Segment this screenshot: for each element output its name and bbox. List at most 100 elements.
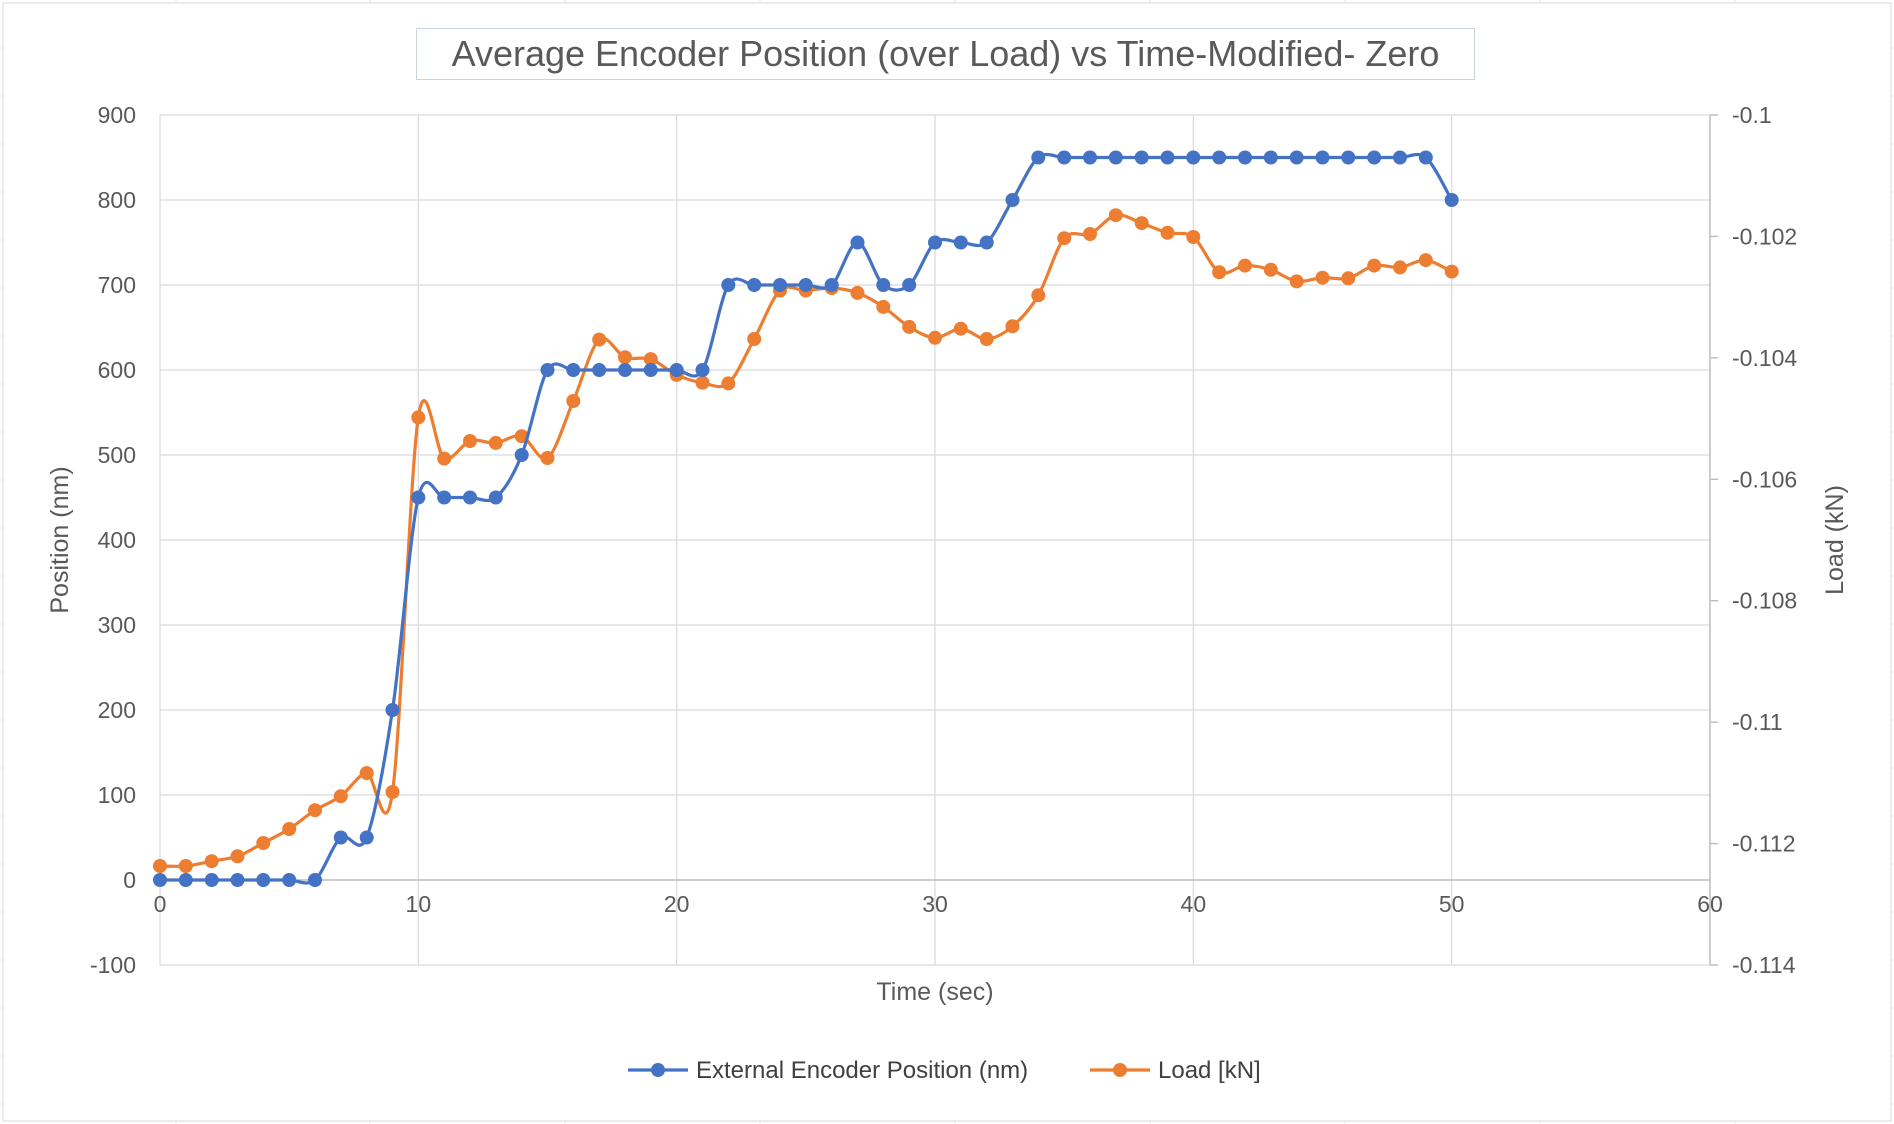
x-tick-label: 40 — [1181, 891, 1207, 917]
data-point — [902, 319, 917, 334]
data-point — [282, 873, 297, 887]
y2-tick-label: -0.106 — [1732, 466, 1797, 492]
data-point — [953, 235, 968, 250]
y-tick-label: 500 — [98, 442, 136, 468]
data-point — [902, 278, 917, 292]
y-tick-label: 100 — [98, 782, 136, 808]
data-point — [566, 363, 581, 377]
data-point — [618, 363, 632, 377]
y-axis-label: Position (nm) — [46, 466, 74, 613]
data-point — [979, 235, 994, 250]
data-point — [437, 451, 452, 466]
y2-tick-label: -0.104 — [1732, 345, 1797, 371]
data-point — [1160, 150, 1175, 165]
data-point — [153, 859, 167, 873]
y-tick-label: 300 — [98, 612, 136, 638]
y2-tick-label: -0.102 — [1732, 223, 1797, 249]
data-point — [1083, 227, 1097, 241]
data-point — [385, 703, 400, 717]
series-encoder-position — [153, 150, 1459, 887]
x-tick-label: 20 — [664, 891, 690, 917]
data-point — [1444, 193, 1459, 207]
data-point — [488, 435, 503, 450]
legend-item-load: Load [kN] — [1090, 1057, 1261, 1084]
data-point — [1083, 150, 1097, 165]
data-point — [411, 490, 426, 505]
data-point — [153, 873, 167, 887]
y-tick-label: 600 — [98, 357, 136, 383]
data-point — [1341, 271, 1356, 286]
data-point — [1367, 150, 1382, 165]
data-point — [669, 363, 684, 377]
data-point — [1263, 262, 1278, 277]
data-point — [643, 352, 658, 367]
data-point — [256, 836, 271, 850]
data-point — [1186, 150, 1201, 165]
data-point — [928, 235, 942, 250]
data-point — [333, 830, 348, 845]
y-tick-label: 700 — [98, 272, 136, 298]
data-point — [592, 363, 607, 377]
data-point — [1444, 264, 1459, 279]
data-point — [282, 822, 297, 836]
data-point — [1108, 150, 1123, 165]
y2-axis-label: Load (kN) — [1821, 485, 1849, 595]
data-point — [1418, 150, 1433, 165]
data-point — [1108, 208, 1123, 223]
data-point — [695, 363, 710, 377]
x-axis-ticks: 0 10 20 30 40 50 60 — [154, 891, 1723, 917]
data-point — [333, 789, 348, 804]
data-point — [411, 410, 426, 425]
data-point — [721, 278, 736, 292]
data-point — [643, 363, 658, 377]
data-point — [1341, 150, 1356, 165]
data-point — [230, 873, 245, 887]
data-point — [1289, 274, 1304, 289]
series-layer — [153, 150, 1459, 887]
x-tick-label: 0 — [154, 891, 167, 917]
data-point — [1315, 150, 1330, 165]
plot-axes — [160, 114, 1718, 966]
data-point — [1315, 270, 1330, 285]
legend-marker — [1113, 1063, 1127, 1077]
data-point — [773, 278, 787, 292]
data-point — [695, 375, 710, 390]
data-point — [488, 490, 503, 505]
data-point — [385, 785, 400, 799]
legend-label: External Encoder Position (nm) — [696, 1057, 1028, 1084]
data-point — [178, 873, 193, 887]
data-point — [850, 235, 865, 250]
data-point — [359, 766, 374, 781]
data-point — [747, 332, 762, 346]
data-point — [1367, 258, 1382, 273]
data-point — [230, 849, 245, 864]
data-point — [1186, 230, 1201, 244]
data-point — [1393, 150, 1407, 165]
y-tick-label: -100 — [90, 952, 136, 978]
data-point — [1289, 150, 1304, 165]
chart-title: Average Encoder Position (over Load) vs … — [416, 28, 1475, 80]
data-point — [1031, 288, 1046, 303]
y-tick-label: 200 — [98, 697, 136, 723]
data-point — [592, 332, 607, 347]
data-point — [721, 376, 736, 391]
data-point — [1160, 225, 1175, 240]
data-point — [928, 330, 942, 345]
data-point — [308, 873, 322, 887]
data-point — [798, 278, 813, 292]
data-point — [566, 394, 581, 408]
x-tick-label: 30 — [922, 891, 948, 917]
data-point — [463, 434, 477, 448]
data-point — [308, 803, 322, 818]
data-point — [1418, 253, 1433, 268]
data-point — [437, 490, 452, 505]
y2-tick-label: -0.114 — [1732, 952, 1796, 978]
data-point — [1238, 258, 1252, 273]
x-tick-label: 10 — [406, 891, 432, 917]
data-point — [540, 451, 555, 465]
legend-label: Load [kN] — [1158, 1057, 1261, 1084]
data-point — [953, 321, 968, 336]
data-point — [979, 332, 994, 346]
